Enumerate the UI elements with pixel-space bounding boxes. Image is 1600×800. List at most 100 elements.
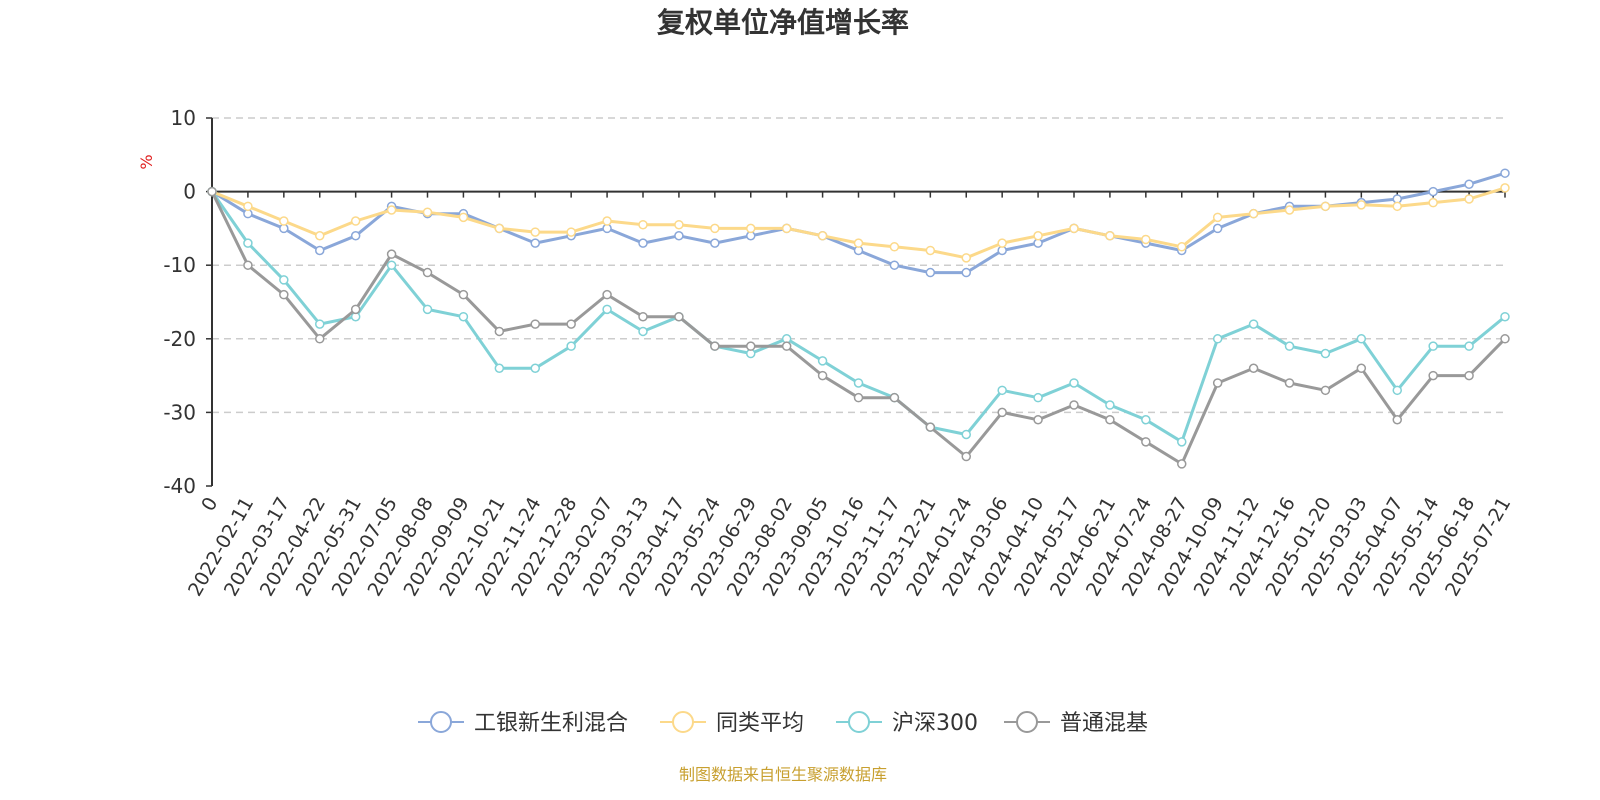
data-point[interactable] bbox=[1428, 341, 1438, 351]
data-point[interactable] bbox=[1177, 242, 1187, 252]
data-point[interactable] bbox=[889, 260, 900, 270]
data-point[interactable] bbox=[1177, 459, 1187, 469]
data-point[interactable] bbox=[1033, 231, 1043, 241]
data-point[interactable] bbox=[710, 238, 720, 248]
data-point[interactable] bbox=[925, 422, 936, 432]
data-point[interactable] bbox=[1500, 183, 1510, 193]
data-point[interactable] bbox=[1141, 437, 1151, 447]
data-point[interactable] bbox=[961, 267, 971, 278]
data-point[interactable] bbox=[1428, 370, 1438, 381]
data-point[interactable] bbox=[1248, 363, 1259, 373]
data-point[interactable] bbox=[350, 231, 361, 241]
data-point[interactable] bbox=[1464, 341, 1474, 351]
data-point[interactable] bbox=[1320, 385, 1331, 396]
data-point[interactable] bbox=[207, 186, 217, 197]
data-point[interactable] bbox=[1105, 415, 1115, 425]
data-point[interactable] bbox=[530, 227, 540, 237]
data-point[interactable] bbox=[1069, 223, 1079, 234]
data-point[interactable] bbox=[602, 304, 612, 315]
data-point[interactable] bbox=[1500, 168, 1510, 178]
data-point[interactable] bbox=[961, 451, 971, 462]
data-point[interactable] bbox=[1392, 415, 1402, 425]
data-point[interactable] bbox=[1320, 201, 1331, 212]
data-point[interactable] bbox=[1464, 194, 1474, 204]
data-point[interactable] bbox=[494, 326, 505, 337]
data-point[interactable] bbox=[458, 311, 469, 322]
data-point[interactable] bbox=[1069, 400, 1079, 410]
data-point[interactable] bbox=[494, 223, 505, 234]
data-point[interactable] bbox=[386, 260, 397, 270]
data-point[interactable] bbox=[243, 260, 253, 270]
data-point[interactable] bbox=[386, 249, 397, 259]
data-point[interactable] bbox=[746, 223, 756, 234]
data-point[interactable] bbox=[315, 319, 325, 329]
data-point[interactable] bbox=[997, 407, 1007, 418]
data-point[interactable] bbox=[638, 219, 648, 230]
data-point[interactable] bbox=[566, 227, 576, 237]
data-point[interactable] bbox=[315, 334, 325, 344]
data-point[interactable] bbox=[602, 289, 612, 300]
data-point[interactable] bbox=[1248, 208, 1259, 219]
data-point[interactable] bbox=[530, 363, 540, 373]
data-point[interactable] bbox=[674, 311, 684, 322]
data-point[interactable] bbox=[1212, 223, 1223, 234]
data-point[interactable] bbox=[279, 275, 289, 285]
data-point[interactable] bbox=[1356, 363, 1367, 373]
data-point[interactable] bbox=[674, 219, 684, 230]
data-point[interactable] bbox=[1212, 378, 1223, 388]
data-point[interactable] bbox=[853, 378, 864, 388]
data-point[interactable] bbox=[746, 341, 756, 351]
data-point[interactable] bbox=[566, 319, 576, 329]
data-point[interactable] bbox=[710, 341, 720, 351]
data-point[interactable] bbox=[1033, 415, 1043, 425]
data-point[interactable] bbox=[243, 238, 253, 248]
data-point[interactable] bbox=[458, 212, 469, 223]
data-point[interactable] bbox=[1033, 392, 1043, 403]
data-point[interactable] bbox=[925, 267, 936, 278]
data-point[interactable] bbox=[1320, 348, 1331, 359]
data-point[interactable] bbox=[1284, 205, 1295, 215]
data-point[interactable] bbox=[961, 429, 971, 440]
data-point[interactable] bbox=[1356, 200, 1367, 210]
data-point[interactable] bbox=[1284, 341, 1295, 351]
data-point[interactable] bbox=[889, 242, 900, 252]
data-point[interactable] bbox=[1141, 415, 1151, 425]
data-point[interactable] bbox=[638, 326, 648, 337]
data-point[interactable] bbox=[1105, 231, 1115, 241]
data-point[interactable] bbox=[279, 216, 289, 226]
data-point[interactable] bbox=[1069, 378, 1079, 388]
data-point[interactable] bbox=[1428, 186, 1438, 197]
data-point[interactable] bbox=[530, 238, 540, 248]
data-point[interactable] bbox=[315, 245, 325, 256]
data-point[interactable] bbox=[602, 216, 612, 226]
data-point[interactable] bbox=[422, 267, 433, 278]
data-point[interactable] bbox=[1500, 334, 1510, 344]
legend-item[interactable]: 沪深300 bbox=[836, 711, 978, 736]
data-point[interactable] bbox=[566, 341, 576, 351]
data-point[interactable] bbox=[638, 238, 648, 248]
data-point[interactable] bbox=[279, 289, 289, 300]
data-point[interactable] bbox=[494, 363, 505, 373]
data-point[interactable] bbox=[997, 385, 1007, 396]
data-point[interactable] bbox=[781, 341, 792, 351]
data-point[interactable] bbox=[674, 231, 684, 241]
data-point[interactable] bbox=[1356, 334, 1367, 344]
legend-item[interactable]: 工银新生利混合 bbox=[418, 711, 628, 736]
data-point[interactable] bbox=[1428, 197, 1438, 208]
data-point[interactable] bbox=[350, 216, 361, 226]
data-point[interactable] bbox=[1284, 378, 1295, 388]
data-point[interactable] bbox=[710, 223, 720, 234]
data-point[interactable] bbox=[1500, 311, 1510, 322]
data-point[interactable] bbox=[638, 311, 648, 322]
data-point[interactable] bbox=[853, 392, 864, 403]
data-point[interactable] bbox=[817, 356, 828, 366]
data-point[interactable] bbox=[961, 253, 971, 263]
data-point[interactable] bbox=[458, 289, 469, 300]
data-point[interactable] bbox=[1392, 201, 1402, 212]
data-point[interactable] bbox=[1464, 179, 1474, 189]
data-point[interactable] bbox=[817, 370, 828, 381]
legend-item[interactable]: 同类平均 bbox=[660, 711, 804, 736]
data-point[interactable] bbox=[853, 238, 864, 248]
data-point[interactable] bbox=[1392, 385, 1402, 396]
data-point[interactable] bbox=[422, 207, 433, 217]
